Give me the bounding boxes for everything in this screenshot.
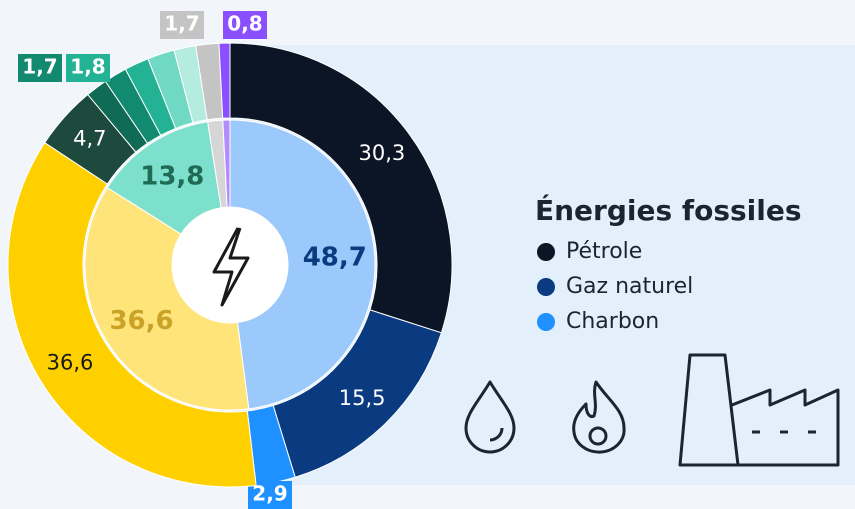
legend-title: Énergies fossiles [535,193,802,227]
label-box [160,11,204,39]
legend-marker [537,243,555,261]
inner-label: 48,7 [303,243,367,273]
outer-label: 1,7 [22,55,57,79]
inner-segment [229,119,376,410]
drop-shine [489,427,504,442]
legend: Pétrole Gaz naturel Charbon [537,239,693,334]
flame-icon [572,380,626,454]
outer-segment [218,42,231,119]
label-box [223,11,267,39]
outer-label: 2,9 [252,482,287,506]
label-box [18,54,62,82]
outer-label: 36,6 [47,351,94,375]
drop-icon [464,380,516,454]
bolt-icon [212,227,250,307]
inner-label: 13,8 [140,162,204,192]
icons [464,353,840,467]
outer-label: 15,5 [339,386,386,410]
legend-label: Charbon [566,309,659,334]
outer-segment [229,42,453,334]
outer-label: 4,7 [73,127,106,151]
legend-label: Pétrole [566,239,642,264]
outer-label: 1,7 [164,12,199,36]
legend-marker [537,313,555,331]
inner-segment [84,186,250,411]
outer-segment [7,141,257,488]
factory-icon [678,353,840,467]
flame-core [588,426,608,446]
outer-label: 30,3 [359,141,406,165]
outer-label: 1,8 [70,55,105,79]
donut: 30,3 15,5 2,9 36,6 4,7 1,7 1,8 1,7 0,8 48,7 36,6 13… [7,11,453,509]
legend-marker [537,278,555,296]
center-circle [172,207,288,323]
legend-label: Gaz naturel [566,274,693,299]
label-box [66,54,110,82]
outer-label: 0,8 [227,12,262,36]
inner-label: 36,6 [109,306,173,336]
